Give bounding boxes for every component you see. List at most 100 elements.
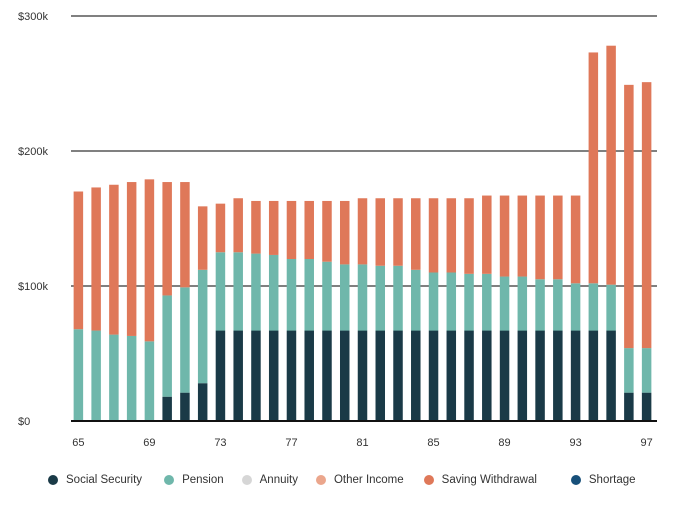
legend-swatch-icon [423, 475, 434, 485]
bar-segment-social-security [428, 330, 439, 421]
bar-segment-saving-withdrawal [215, 203, 226, 253]
x-tick-label: 73 [214, 437, 226, 449]
x-tick-label: 97 [640, 437, 652, 449]
bar-segment-pension [180, 287, 190, 393]
legend-swatch-icon [241, 475, 252, 485]
bar-segment-pension [162, 295, 172, 397]
bar-segment-pension [357, 264, 368, 331]
bar-segment-pension [268, 254, 279, 331]
bar-segment-social-security [641, 392, 652, 421]
y-axis-ticks: $0 $100k $200k $300k [18, 11, 48, 428]
bar-stack-75 [251, 200, 261, 421]
bar-segment-social-security [606, 330, 616, 421]
bar-segment-social-security [251, 330, 261, 421]
bar-segment-social-security [180, 392, 190, 421]
legend-item-social-security: Social Security [48, 474, 142, 486]
bar-stack-93 [570, 195, 581, 421]
bar-stack-89 [499, 195, 510, 421]
bar-segment-social-security [553, 330, 563, 421]
bar-segment-saving-withdrawal [268, 200, 279, 255]
legend-item-shortage: Shortage [570, 474, 636, 486]
bar-segment-pension [233, 252, 243, 331]
bar-segment-saving-withdrawal [304, 200, 314, 259]
legend-item-pension: Pension [164, 474, 224, 486]
legend-label: Pension [182, 474, 224, 486]
bar-segment-pension [499, 276, 510, 331]
bar-segment-saving-withdrawal [428, 198, 439, 273]
bar-segment-pension [286, 259, 297, 331]
bar-segment-pension [641, 348, 652, 393]
bar-stack-68 [126, 182, 137, 421]
bar-segment-social-security [499, 330, 510, 421]
bar-segment-pension [375, 265, 386, 331]
y-tick-label: $200k [18, 146, 48, 158]
bar-segment-pension [197, 269, 208, 384]
bar-segment-saving-withdrawal [411, 198, 421, 270]
bar-stack-71 [180, 182, 190, 421]
bar-stack-74 [233, 198, 243, 421]
bar-stack-82 [375, 198, 386, 421]
bar-segment-pension [464, 273, 474, 331]
bar-segment-social-security [624, 392, 634, 421]
bar-segment-pension [109, 334, 119, 421]
bar-segment-saving-withdrawal [624, 84, 634, 349]
bar-stack-70 [162, 182, 172, 421]
bar-segment-social-security [286, 330, 297, 421]
legend-label: Shortage [588, 474, 636, 486]
bar-segment-social-security [357, 330, 368, 421]
bar-stack-72 [197, 206, 208, 421]
bar-segment-pension [91, 330, 101, 421]
bar-segment-pension [446, 272, 457, 331]
bar-segment-social-security [197, 383, 208, 421]
y-tick-label: $0 [18, 416, 30, 428]
bar-segment-pension [570, 283, 581, 331]
bar-stack-65 [73, 191, 84, 421]
bar-segment-saving-withdrawal [322, 200, 332, 262]
bar-segment-pension [588, 283, 599, 331]
bar-stack-77 [286, 200, 297, 421]
stacked-bar-chart: $0 $100k $200k $300k 65 69 73 77 81 85 89 93 97 [18, 11, 657, 449]
y-tick-label: $300k [18, 11, 48, 23]
bar-segment-saving-withdrawal [180, 182, 190, 288]
chart-legend: Social Security Pension Annuity Other Incom… [48, 474, 636, 486]
bar-segment-social-security [464, 330, 474, 421]
bar-segment-saving-withdrawal [499, 195, 510, 277]
bar-segment-social-security [570, 330, 581, 421]
bar-segment-pension [411, 269, 421, 331]
bar-stack-83 [393, 198, 403, 421]
bar-segment-saving-withdrawal [109, 184, 119, 335]
bar-stack-81 [357, 198, 368, 421]
bar-segment-pension [144, 341, 155, 421]
bar-segment-saving-withdrawal [286, 200, 297, 259]
bar-segment-pension [606, 284, 616, 331]
bar-segment-saving-withdrawal [251, 200, 261, 254]
x-tick-label: 81 [356, 437, 368, 449]
bar-segment-social-security [375, 330, 386, 421]
bar-segment-social-security [339, 330, 350, 421]
legend-swatch-icon [315, 475, 326, 485]
bar-segment-saving-withdrawal [482, 195, 492, 274]
bar-stack-67 [109, 184, 119, 421]
bar-segment-saving-withdrawal [357, 198, 368, 265]
bar-segment-social-security [446, 330, 457, 421]
x-tick-label: 85 [427, 437, 439, 449]
bar-segment-pension [553, 279, 563, 331]
legend-swatch-icon [570, 475, 581, 485]
bar-stack-73 [215, 203, 226, 421]
bars [73, 45, 652, 421]
bar-segment-saving-withdrawal [641, 82, 652, 349]
bar-segment-saving-withdrawal [464, 198, 474, 274]
bar-stack-94 [588, 52, 599, 421]
x-axis-ticks: 65 69 73 77 81 85 89 93 97 [72, 437, 652, 449]
bar-segment-saving-withdrawal [91, 187, 101, 331]
bar-segment-saving-withdrawal [162, 182, 172, 296]
bar-stack-90 [517, 195, 528, 421]
bar-segment-saving-withdrawal [144, 179, 155, 342]
bar-segment-pension [339, 264, 350, 331]
bar-segment-pension [322, 261, 332, 331]
bar-segment-pension [624, 348, 634, 393]
bar-segment-social-security [393, 330, 403, 421]
legend-label: Social Security [66, 474, 143, 486]
bar-stack-97 [641, 82, 652, 421]
bar-stack-91 [535, 195, 545, 421]
